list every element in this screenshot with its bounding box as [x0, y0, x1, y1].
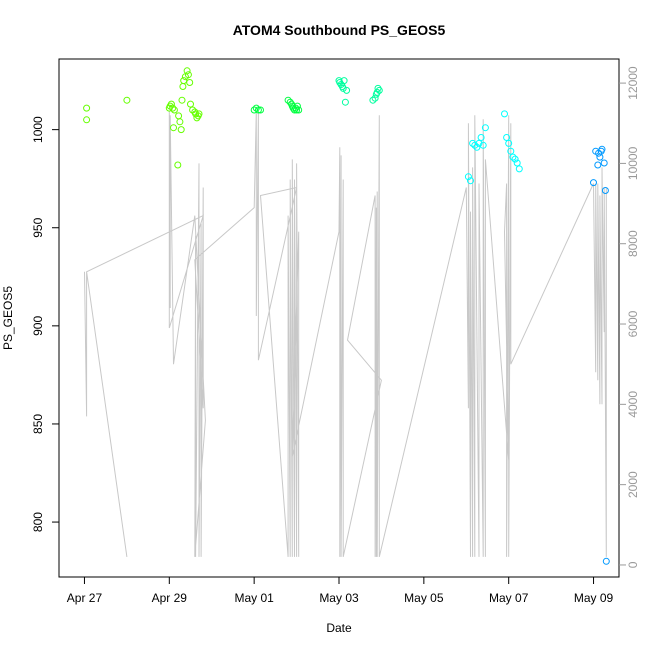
data-point	[187, 100, 194, 108]
data-point	[178, 96, 186, 104]
data-point	[513, 159, 521, 167]
y-tick-label: 800	[31, 512, 45, 532]
y2-tick-label: 2000	[626, 471, 640, 498]
data-point	[505, 139, 513, 147]
data-point	[475, 139, 483, 147]
y2-tick-label: 10000	[626, 146, 640, 180]
data-point	[464, 173, 472, 181]
x-axis: Apr 27 Apr 29 May 01 May 03 May 05 May 07 May …	[67, 577, 614, 605]
data-point	[193, 114, 201, 122]
data-point	[257, 106, 264, 114]
data-point	[284, 96, 292, 104]
data-point	[177, 126, 185, 134]
y-tick-label: 850	[31, 414, 45, 434]
y-axis-label: PS_GEOS5	[1, 286, 15, 350]
data-point	[375, 86, 383, 94]
y2-tick-label: 8000	[626, 230, 640, 257]
data-point	[170, 106, 178, 114]
data-point	[373, 88, 381, 96]
x-axis-label: Date	[326, 621, 352, 635]
data-point	[590, 179, 597, 187]
data-point	[170, 124, 177, 132]
y-axis-left: 800 850 900 950 1000	[31, 116, 59, 532]
data-point	[340, 77, 348, 85]
data-point	[479, 141, 487, 149]
data-point	[167, 100, 175, 108]
data-point	[481, 124, 489, 132]
data-point	[175, 112, 183, 120]
y2-tick-label: 4000	[626, 391, 640, 418]
x-tick-label: May 05	[404, 591, 444, 605]
data-point	[341, 98, 349, 106]
y-tick-label: 900	[31, 316, 45, 336]
x-tick-label: May 01	[234, 591, 274, 605]
y2-tick-label: 12000	[626, 66, 640, 100]
data-point	[477, 134, 485, 141]
data-point	[183, 67, 191, 75]
data-point	[186, 79, 194, 86]
data-point	[374, 84, 382, 92]
data-point	[594, 161, 602, 169]
data-point	[507, 147, 515, 155]
x-tick-label: Apr 27	[67, 591, 103, 605]
data-point	[180, 77, 188, 85]
data-point	[369, 96, 377, 104]
data-point	[179, 83, 187, 90]
data-point	[467, 177, 474, 185]
data-point	[169, 104, 177, 112]
data-point	[501, 110, 508, 118]
data-point	[601, 187, 609, 194]
data-point	[83, 116, 91, 124]
data-point	[339, 84, 347, 92]
data-point	[254, 106, 262, 114]
data-point	[195, 110, 203, 118]
y-tick-label: 1000	[31, 116, 45, 143]
data-point	[286, 98, 294, 106]
data-point	[174, 161, 182, 169]
y2-tick-label: 0	[626, 561, 640, 568]
y2-tick-label: 6000	[626, 310, 640, 337]
data-point	[343, 86, 351, 94]
x-tick-label: May 09	[574, 591, 614, 605]
data-point	[176, 118, 184, 126]
series-line-group	[84, 111, 607, 558]
data-point	[471, 141, 479, 149]
x-tick-label: May 07	[489, 591, 529, 605]
data-point	[123, 96, 131, 104]
data-point	[184, 71, 192, 79]
y-tick-label: 950	[31, 217, 45, 237]
data-point	[295, 106, 303, 114]
data-point	[515, 165, 523, 173]
data-point	[511, 155, 519, 163]
series-line-secondary	[84, 111, 607, 558]
data-point	[83, 104, 91, 112]
data-point	[293, 106, 301, 114]
data-point	[503, 134, 511, 141]
points-group	[83, 67, 610, 565]
data-point	[598, 145, 606, 153]
chart-title: ATOM4 Southbound PS_GEOS5	[233, 22, 446, 38]
data-point	[293, 102, 301, 110]
x-tick-label: Apr 29	[152, 591, 188, 605]
plot-frame	[58, 58, 620, 578]
data-point	[596, 153, 604, 161]
data-point	[509, 153, 517, 161]
data-point	[602, 557, 610, 565]
data-point	[473, 143, 481, 151]
x-tick-label: May 03	[319, 591, 359, 605]
data-point	[600, 159, 608, 167]
data-point	[252, 104, 260, 112]
y-axis-right: 0 2000 4000 6000 8000 10000 12000	[619, 66, 640, 568]
